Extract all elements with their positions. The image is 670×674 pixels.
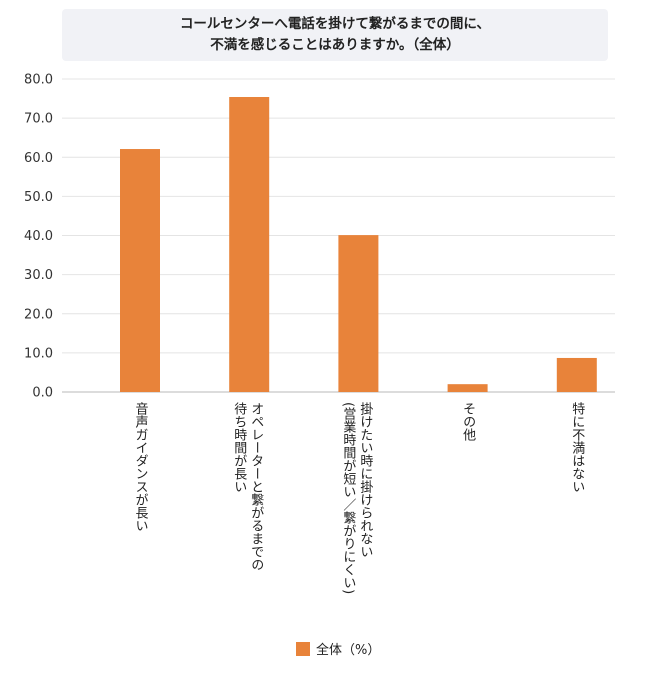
- chart-title-line-2: 不満を感じることはありますか。（全体）: [210, 37, 460, 53]
- bar: [338, 235, 379, 392]
- x-category-label-line: 待ち時間が長い: [231, 402, 247, 493]
- chart-title-line-1: コールセンターへ電話を掛けて繋がるまでの間に、: [179, 16, 491, 32]
- chart-title: コールセンターへ電話を掛けて繋がるまでの間に、 不満を感じることはありますか。（…: [62, 9, 608, 61]
- bar: [229, 96, 270, 392]
- legend-label: 全体（%）: [316, 643, 381, 658]
- x-category-label-line: 掛けたい時に掛けられない: [357, 402, 373, 558]
- y-tick-label: 40.0: [24, 229, 53, 244]
- legend: 全体（%）: [296, 639, 380, 658]
- y-tick-label: 60.0: [24, 151, 53, 166]
- x-category-label: その他: [459, 402, 476, 441]
- y-tick-label: 80.0: [24, 73, 53, 88]
- y-tick-label: 20.0: [24, 307, 53, 322]
- x-category-label: 掛けたい時に掛けられない (営業時間が短い／繋がりにくい): [339, 402, 373, 594]
- x-category-label: 特に不満はない: [568, 402, 585, 493]
- y-tick-label: 70.0: [24, 112, 53, 127]
- bar: [120, 149, 160, 392]
- x-category-label-line: 特に不満はない: [569, 402, 585, 493]
- y-tick-label: 30.0: [24, 268, 53, 283]
- y-tick-label: 50.0: [24, 190, 53, 205]
- x-category-label-line: オペレーターと繋がるまでの: [248, 402, 264, 571]
- legend-swatch: [296, 641, 310, 656]
- x-category-label-line: その他: [460, 402, 476, 441]
- bar: [447, 384, 488, 392]
- x-category-label-line: (営業時間が短い／繋がりにくい): [340, 402, 356, 595]
- x-category-label: 音声ガイダンスが長い: [132, 402, 149, 532]
- y-tick-label: 10.0: [24, 346, 53, 361]
- y-tick-label: 0.0: [32, 386, 53, 401]
- bar: [556, 357, 597, 392]
- x-category-label: オペレーターと繋がるまでの 待ち時間が長い: [230, 402, 264, 571]
- x-category-label-line: 音声ガイダンスが長い: [132, 402, 148, 532]
